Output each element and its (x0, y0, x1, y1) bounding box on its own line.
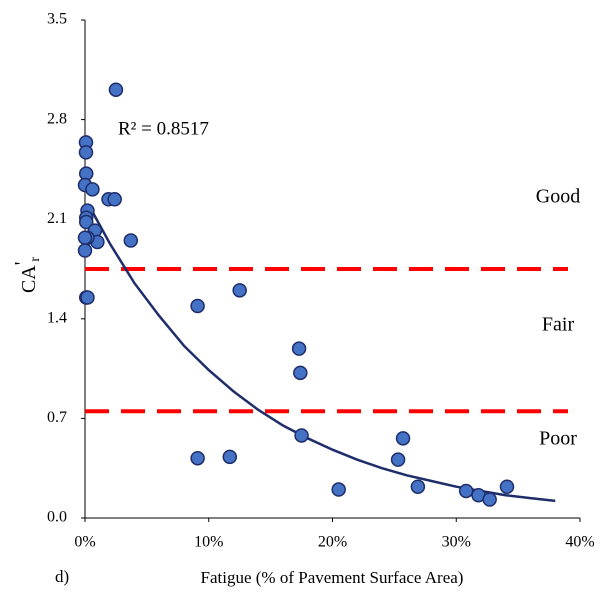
data-point (123, 233, 139, 248)
data-point (410, 479, 426, 494)
x-tick-label: 10% (194, 534, 223, 551)
panel-label: d) (55, 567, 69, 586)
data-point (291, 341, 307, 356)
y-label-base: CA (18, 265, 40, 293)
data-point (78, 145, 94, 160)
data-point (80, 290, 95, 305)
x-tick-label: 30% (442, 534, 471, 551)
y-tick-label: 0.7 (47, 409, 67, 426)
zone-label: Fair (542, 314, 575, 336)
data-point (85, 182, 100, 197)
y-tick-label: 1.4 (47, 309, 67, 326)
x-tick-label: 40% (565, 534, 594, 551)
y-tick-label: 2.1 (47, 210, 67, 227)
data-point (499, 479, 515, 494)
zone-label: Poor (539, 427, 577, 449)
y-tick-label: 0.0 (47, 509, 67, 526)
x-axis-label: Fatigue (% of Pavement Surface Area) (201, 568, 464, 587)
data-point (395, 431, 411, 446)
data-point (458, 483, 474, 499)
data-point (107, 192, 122, 207)
x-tick-label: 0% (74, 534, 95, 551)
data-point (222, 449, 238, 465)
trendline (87, 204, 556, 503)
data-point (78, 214, 94, 230)
data-point (190, 298, 205, 314)
y-tick-label: 3.5 (47, 11, 67, 28)
y-label-sup: ' (11, 262, 33, 266)
data-point (108, 82, 124, 97)
zone-label: Good (536, 185, 580, 207)
y-tick-label: 2.8 (47, 110, 67, 127)
data-point (331, 482, 346, 497)
data-point (482, 492, 497, 507)
data-point (77, 230, 93, 245)
data-point (294, 428, 309, 443)
y-label-sub: r (28, 257, 43, 262)
data-point (77, 243, 93, 258)
r-squared: R² = 0.8517 (118, 118, 209, 139)
data-point (232, 283, 247, 298)
x-tick-label: 20% (318, 534, 347, 551)
data-point (293, 365, 308, 381)
data-point (190, 450, 205, 466)
y-axis-label: CA'r (11, 257, 44, 293)
data-point (390, 452, 406, 467)
